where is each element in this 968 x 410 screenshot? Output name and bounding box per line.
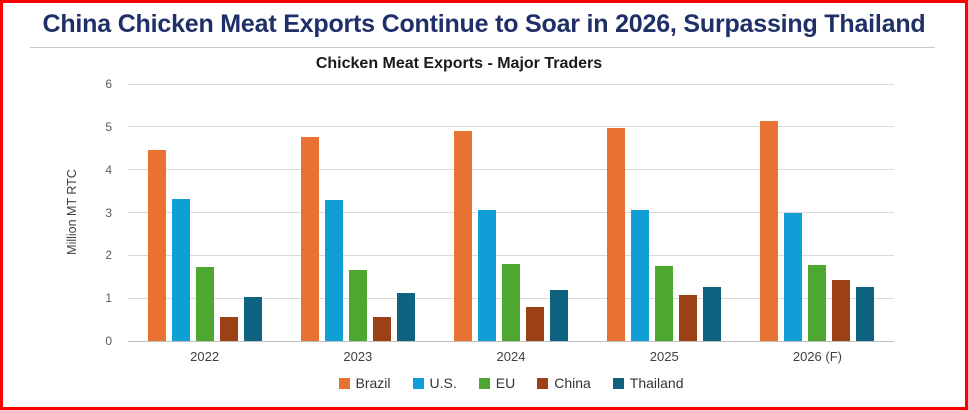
bar-brazil-2022 — [147, 150, 166, 341]
gridline — [128, 254, 894, 256]
bar-us-2026 (F) — [784, 212, 803, 341]
bar-eu-2023 — [348, 269, 367, 341]
legend-label: China — [554, 375, 591, 391]
bar-brazil-2025 — [607, 127, 626, 341]
bar-eu-2025 — [655, 266, 674, 341]
bar-group-2022 — [128, 84, 281, 341]
bar-us-2022 — [171, 198, 190, 341]
legend-swatch — [478, 377, 490, 389]
y-axis-tick: 0 — [105, 334, 112, 348]
bar-eu-2022 — [195, 266, 214, 341]
legend-item-thailand: Thailand — [612, 375, 684, 391]
bar-us-2024 — [478, 210, 496, 341]
gridline — [128, 83, 894, 85]
legend-swatch — [338, 377, 350, 389]
bar-groups — [128, 84, 894, 341]
legend-swatch — [612, 377, 624, 389]
y-axis-tick: 5 — [105, 119, 112, 134]
chart-title: Chicken Meat Exports - Major Traders — [315, 55, 603, 72]
bar-us-2025 — [631, 210, 650, 341]
plot-area — [128, 83, 894, 342]
x-axis-label: 2024 — [496, 349, 526, 364]
bar-us-2023 — [324, 199, 343, 341]
legend-label: Brazil — [355, 375, 391, 391]
bar-thailand-2024 — [550, 290, 568, 341]
gridline — [128, 212, 894, 213]
legend: Brazil U.S. EU China Thailand — [128, 375, 894, 391]
bar-brazil-2024 — [454, 131, 472, 341]
y-axis-tick: 2 — [105, 248, 112, 263]
bar-group-2023 — [281, 84, 434, 341]
y-axis-tick: 3 — [105, 205, 112, 220]
legend-swatch — [412, 377, 424, 389]
legend-item-eu: EU — [478, 375, 516, 391]
gridline — [128, 169, 894, 171]
bar-thailand-2023 — [396, 293, 415, 341]
y-axis-tick: 1 — [105, 291, 112, 306]
x-axis-line — [128, 340, 894, 342]
x-axis-labels: 2022 2023 2024 2025 2026 (F) — [128, 349, 894, 364]
headline-divider — [30, 47, 935, 48]
bar-china-2024 — [526, 307, 544, 341]
legend-item-brazil: Brazil — [338, 375, 391, 391]
x-axis-label: 2023 — [343, 349, 373, 364]
bar-eu-2024 — [502, 264, 520, 341]
legend-item-china: China — [537, 375, 591, 391]
bar-china-2023 — [372, 317, 391, 341]
x-axis-label: 2026 (F) — [792, 349, 842, 364]
x-axis-label: 2022 — [190, 349, 220, 364]
bar-thailand-2025 — [703, 287, 722, 341]
y-axis-tick: 4 — [105, 162, 112, 177]
gridline — [128, 126, 894, 128]
bar-eu-2026 (F) — [808, 265, 827, 341]
page-headline: China Chicken Meat Exports Continue to S… — [42, 10, 926, 38]
legend-item-us: U.S. — [412, 375, 457, 391]
x-axis-label: 2025 — [649, 349, 679, 364]
legend-label: U.S. — [429, 375, 457, 391]
y-axis-ticks: 0 1 2 3 4 5 6 — [75, 78, 112, 347]
legend-label: EU — [495, 375, 516, 391]
bar-china-2022 — [219, 317, 238, 341]
bar-group-2026 (F) — [741, 84, 894, 341]
bar-group-2025 — [588, 84, 741, 341]
bar-brazil-2023 — [300, 136, 319, 341]
bar-china-2025 — [679, 294, 698, 341]
legend-label: Thailand — [629, 375, 684, 391]
bar-group-2024 — [434, 84, 587, 341]
bar-thailand-2022 — [243, 297, 262, 341]
bar-china-2026 (F) — [832, 280, 851, 341]
bar-thailand-2026 (F) — [856, 287, 875, 341]
bar-brazil-2026 (F) — [760, 120, 779, 341]
legend-swatch — [537, 377, 549, 389]
y-axis-tick: 6 — [105, 77, 112, 91]
